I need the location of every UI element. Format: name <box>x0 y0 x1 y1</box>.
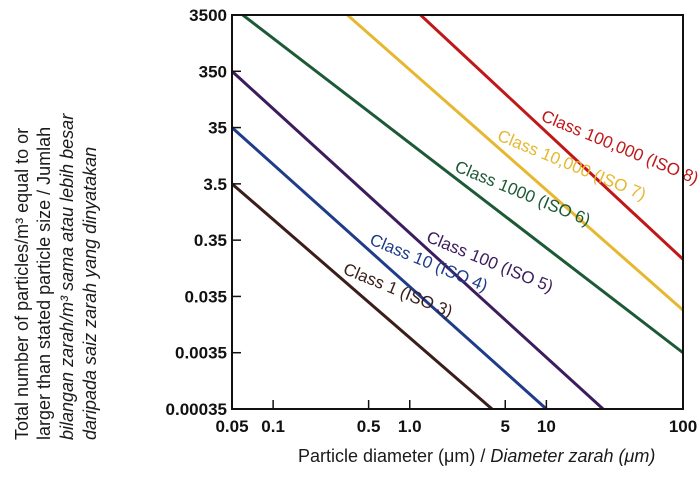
series-line-1 <box>232 182 493 409</box>
x-axis-label-ms: Diameter zarah (μm) <box>490 446 656 466</box>
y-tick-label-7: 0.0035 <box>175 344 227 363</box>
y-tick-label-2: 350 <box>199 62 227 81</box>
x-axis-label-en: Particle diameter (μm) / <box>298 446 491 466</box>
x-tick-label-6: 10 <box>537 417 556 436</box>
series-line-5 <box>346 15 683 312</box>
series-line-4 <box>241 15 683 354</box>
y-axis-label-line-2: larger than stated particle size / Jumla… <box>34 126 54 440</box>
y-tick-label-6: 0.035 <box>184 287 227 306</box>
x-tick-label-3: 0.5 <box>357 417 381 436</box>
x-tick-label-1: 0.05 <box>215 417 248 436</box>
y-tick-label-5: 0.35 <box>194 231 227 250</box>
y-tick-label-4: 3.5 <box>203 175 227 194</box>
x-tick-label-5: 5 <box>501 417 510 436</box>
y-axis-label-line-4: daripada saiz zarah yang dinyatakan <box>80 146 100 440</box>
y-axis-label-line-3: bilangan zarah/m³ sama atau lebih besar <box>57 113 77 440</box>
y-tick-label-8: 0.00035 <box>166 400 227 419</box>
x-axis-label: Particle diameter (μm) / Diameter zarah … <box>298 445 678 468</box>
series-line-2 <box>232 126 548 409</box>
x-tick-label-7: 100 <box>669 417 697 436</box>
series-line-3 <box>232 70 605 409</box>
y-axis-label-line-1: Total number of particles/m³ equal to or <box>12 127 32 440</box>
y-tick-label-1: 3500 <box>189 6 227 25</box>
x-tick-label-4: 1.0 <box>398 417 422 436</box>
y-tick-label-3: 35 <box>208 119 227 138</box>
x-tick-label-2: 0.1 <box>261 417 285 436</box>
plot-frame <box>231 14 684 410</box>
series-line-6 <box>419 15 683 261</box>
